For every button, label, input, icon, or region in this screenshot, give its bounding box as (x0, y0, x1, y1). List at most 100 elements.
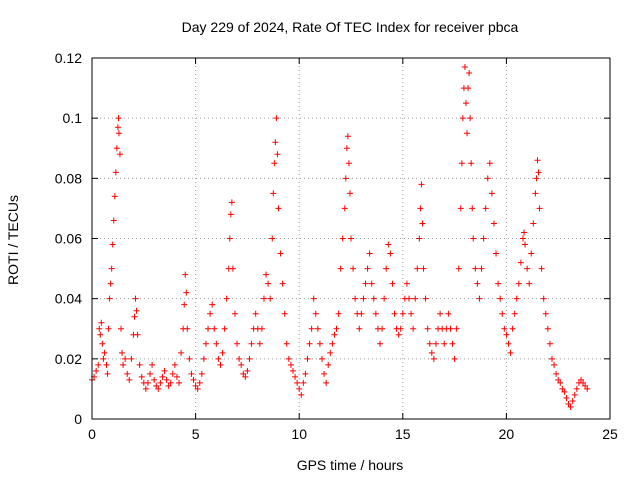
data-point (217, 361, 224, 368)
data-point (360, 295, 367, 302)
data-point (240, 370, 247, 377)
data-point (534, 157, 541, 164)
data-point (505, 340, 512, 347)
data-point (493, 250, 500, 257)
data-point (165, 382, 172, 389)
data-point (555, 376, 562, 383)
data-point (418, 181, 425, 188)
x-tick-label: 10 (291, 426, 307, 442)
data-point (109, 241, 116, 248)
data-point (171, 361, 178, 368)
data-point (490, 220, 497, 227)
data-point (115, 130, 122, 137)
data-point (138, 373, 145, 380)
data-point (469, 205, 476, 212)
data-point (136, 361, 143, 368)
data-point (302, 370, 309, 377)
data-point (507, 349, 514, 356)
data-point (410, 325, 417, 332)
data-point (227, 211, 234, 218)
data-point (310, 295, 317, 302)
data-point (571, 391, 578, 398)
data-point (462, 100, 469, 107)
data-point (333, 325, 340, 332)
data-point (236, 355, 243, 362)
data-point (183, 289, 190, 296)
data-point (260, 295, 267, 302)
data-point (362, 280, 369, 287)
data-point (387, 250, 394, 257)
data-point (272, 139, 279, 146)
data-point (96, 325, 103, 332)
data-point (308, 325, 315, 332)
data-point (532, 190, 539, 197)
data-point (399, 310, 406, 317)
data-point (474, 280, 481, 287)
data-point (105, 325, 112, 332)
data-point (538, 265, 545, 272)
data-point (119, 349, 126, 356)
data-point (234, 340, 241, 347)
data-point (478, 265, 485, 272)
data-point (584, 385, 591, 392)
data-point (325, 361, 332, 368)
data-point (300, 379, 307, 386)
data-point (226, 235, 233, 242)
data-points (89, 64, 591, 410)
data-point (577, 376, 584, 383)
data-point (269, 235, 276, 242)
data-point (480, 235, 487, 242)
data-point (548, 355, 555, 362)
data-point (356, 325, 363, 332)
data-point (428, 349, 435, 356)
data-point (128, 355, 135, 362)
data-point (198, 370, 205, 377)
data-point (294, 379, 301, 386)
data-point (209, 301, 216, 308)
data-point (188, 370, 195, 377)
data-point (580, 379, 587, 386)
data-point (207, 310, 214, 317)
data-point (256, 340, 263, 347)
data-point (312, 310, 319, 317)
data-point (557, 379, 564, 386)
data-point (144, 379, 151, 386)
data-point (509, 325, 516, 332)
x-tick-labels: 0 5 10 15 20 25 (88, 426, 618, 442)
data-point (321, 370, 328, 377)
data-point (273, 115, 280, 122)
x-tick-label: 25 (602, 426, 618, 442)
data-point (231, 310, 238, 317)
data-point (103, 361, 110, 368)
data-point (449, 340, 456, 347)
data-point (274, 151, 281, 158)
x-tick-label: 0 (88, 426, 96, 442)
data-point (228, 199, 235, 206)
data-point (395, 331, 402, 338)
data-point (205, 325, 212, 332)
data-point (341, 205, 348, 212)
data-point (120, 361, 127, 368)
data-point (104, 370, 111, 377)
data-point (331, 331, 338, 338)
data-point (344, 133, 351, 140)
data-point (426, 340, 433, 347)
data-point (178, 349, 185, 356)
y-tick-label: 0.12 (55, 50, 82, 66)
data-point (536, 205, 543, 212)
y-axis-label: ROTI / TECUs (5, 195, 21, 285)
data-point (513, 295, 520, 302)
data-point (533, 175, 540, 182)
y-tick-label: 0.06 (55, 231, 82, 247)
data-point (111, 193, 118, 200)
data-point (270, 190, 277, 197)
x-tick-label: 5 (192, 426, 200, 442)
data-point (238, 361, 245, 368)
data-point (472, 265, 479, 272)
data-point (364, 265, 371, 272)
data-point (451, 355, 458, 362)
data-point (569, 397, 576, 404)
data-point (563, 394, 570, 401)
data-point (108, 265, 115, 272)
data-point (118, 325, 125, 332)
